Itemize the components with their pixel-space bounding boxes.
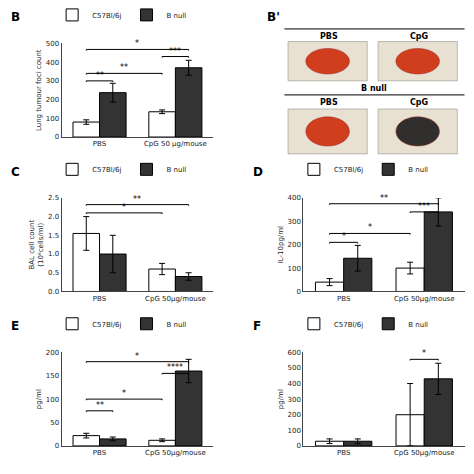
svg-text:C57Bl/6j: C57Bl/6j [92, 12, 121, 20]
svg-text:PBS: PBS [93, 449, 107, 457]
svg-text:*: * [368, 223, 372, 232]
svg-text:CpG 50μg/mouse: CpG 50μg/mouse [394, 449, 455, 457]
svg-text:CpG: CpG [410, 98, 428, 107]
svg-text:400: 400 [288, 380, 301, 388]
svg-text:***: *** [418, 202, 430, 211]
svg-text:0.0: 0.0 [48, 288, 59, 296]
svg-text:500: 500 [46, 40, 59, 48]
svg-text:200: 200 [46, 349, 59, 357]
svg-text:CpG 50μg/mouse: CpG 50μg/mouse [145, 449, 206, 457]
svg-text:300: 300 [288, 396, 301, 404]
svg-text:*: * [135, 39, 139, 48]
svg-text:B null: B null [166, 12, 186, 20]
svg-text:300: 300 [288, 218, 301, 226]
svg-text:PBS: PBS [320, 98, 338, 107]
svg-text:PBS: PBS [93, 295, 107, 303]
svg-text:CpG 50μg/mouse: CpG 50μg/mouse [145, 295, 206, 303]
svg-text:B null: B null [361, 84, 387, 93]
svg-text:2.5: 2.5 [48, 194, 59, 202]
svg-text:**: ** [133, 195, 141, 204]
svg-text:150: 150 [46, 372, 59, 380]
svg-text:100: 100 [288, 265, 301, 273]
svg-text:1.0: 1.0 [48, 250, 59, 258]
svg-text:Lung tumour foci count: Lung tumour foci count [35, 49, 43, 131]
svg-text:PBS: PBS [337, 295, 351, 303]
svg-text:B null: B null [408, 321, 428, 329]
svg-text:**: ** [120, 63, 128, 72]
svg-text:PBS: PBS [337, 449, 351, 457]
svg-text:pg/ml: pg/ml [35, 389, 43, 409]
svg-text:500: 500 [288, 364, 301, 372]
svg-text:C57Bl/6j: C57Bl/6j [92, 321, 121, 329]
svg-text:BAL cell count(10⁶cells/ml): BAL cell count(10⁶cells/ml) [28, 220, 45, 270]
svg-text:**: ** [380, 194, 388, 203]
svg-text:D: D [253, 165, 263, 179]
svg-text:C57Bl/6j: C57Bl/6j [334, 166, 363, 174]
svg-text:E: E [11, 319, 19, 333]
svg-text:CpG 50μg/mouse: CpG 50μg/mouse [394, 295, 455, 303]
svg-text:0: 0 [296, 442, 300, 450]
svg-text:C57Bl/6j: C57Bl/6j [334, 321, 363, 329]
svg-text:100: 100 [46, 396, 59, 404]
svg-text:CpG 50 μg/mouse: CpG 50 μg/mouse [144, 140, 207, 148]
svg-text:*: * [422, 349, 426, 358]
svg-text:400: 400 [288, 194, 301, 202]
svg-text:B': B' [267, 10, 280, 24]
svg-text:PBS: PBS [320, 32, 338, 41]
svg-text:*: * [135, 352, 139, 361]
svg-text:B null: B null [166, 321, 186, 329]
svg-text:CpG: CpG [410, 32, 428, 41]
svg-text:F: F [253, 319, 261, 333]
svg-text:600: 600 [288, 349, 301, 357]
svg-text:100: 100 [46, 115, 59, 123]
svg-text:C: C [11, 165, 20, 179]
svg-text:0: 0 [55, 133, 59, 141]
svg-text:*: * [122, 203, 126, 212]
svg-text:IL-10pg/ml: IL-10pg/ml [277, 226, 285, 263]
svg-text:0: 0 [55, 442, 59, 450]
svg-text:B null: B null [166, 166, 186, 174]
svg-text:*: * [342, 232, 346, 241]
svg-text:0.5: 0.5 [48, 269, 59, 277]
svg-text:200: 200 [288, 411, 301, 419]
svg-text:50: 50 [50, 419, 59, 427]
svg-text:B: B [11, 10, 20, 24]
svg-text:300: 300 [46, 77, 59, 85]
svg-text:pg/ml: pg/ml [277, 389, 285, 409]
svg-text:*: * [122, 389, 126, 398]
svg-text:**: ** [96, 401, 104, 410]
svg-text:100: 100 [288, 427, 301, 435]
svg-text:200: 200 [288, 241, 301, 249]
svg-text:**: ** [96, 71, 104, 80]
svg-text:C57Bl/6j: C57Bl/6j [92, 166, 121, 174]
svg-text:***: *** [169, 47, 181, 56]
svg-text:1.5: 1.5 [48, 232, 59, 240]
svg-text:2.0: 2.0 [48, 213, 59, 221]
svg-text:PBS: PBS [93, 140, 107, 148]
svg-text:400: 400 [46, 59, 59, 67]
svg-text:0: 0 [296, 288, 300, 296]
svg-text:200: 200 [46, 96, 59, 104]
svg-text:B null: B null [408, 166, 428, 174]
svg-text:****: **** [167, 363, 183, 372]
